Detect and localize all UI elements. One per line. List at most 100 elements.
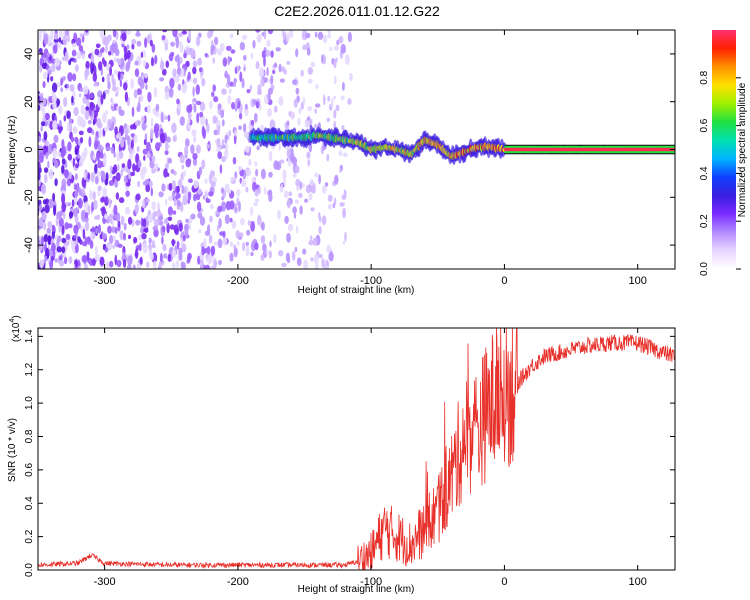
noise-speckle — [186, 48, 190, 56]
snr-y-tick-label: 0.8 — [24, 429, 35, 443]
noise-speckle — [161, 60, 165, 68]
noise-speckle — [82, 188, 85, 194]
noise-speckle — [322, 215, 327, 225]
noise-speckle — [150, 128, 153, 139]
noise-speckle — [185, 159, 191, 168]
snr-multiplier-text: (x104) — [9, 315, 22, 342]
noise-speckle — [39, 48, 43, 54]
noise-speckle — [229, 88, 232, 94]
noise-speckle — [206, 144, 209, 149]
noise-speckle — [250, 207, 253, 216]
spectrogram-x-tick-label: -300 — [94, 275, 116, 287]
noise-speckle — [126, 44, 129, 49]
noise-speckle — [69, 211, 73, 218]
noise-speckle — [274, 106, 278, 113]
noise-speckle — [80, 87, 84, 92]
noise-speckle — [180, 43, 184, 52]
snr-y-axis-label: SNR (10 * v/v) — [7, 418, 18, 482]
noise-speckle — [309, 186, 313, 192]
noise-speckle — [139, 243, 142, 252]
noise-speckle — [291, 111, 294, 119]
noise-speckle — [296, 186, 300, 190]
noise-speckle — [212, 84, 216, 91]
noise-speckle — [238, 125, 242, 130]
noise-speckle — [162, 244, 166, 251]
noise-speckle — [310, 257, 313, 261]
noise-speckle — [172, 180, 176, 190]
noise-speckle — [103, 157, 107, 167]
noise-speckle — [218, 103, 222, 109]
noise-speckle — [196, 113, 199, 124]
noise-speckle — [118, 59, 122, 65]
noise-speckle — [76, 38, 81, 47]
noise-speckle — [176, 259, 179, 268]
noise-speckle — [176, 54, 179, 60]
noise-speckle — [135, 120, 141, 126]
noise-speckle — [335, 57, 338, 62]
noise-speckle — [339, 150, 343, 156]
noise-speckle — [233, 83, 236, 87]
noise-speckle — [135, 68, 139, 77]
noise-speckle — [223, 57, 228, 66]
noise-speckle — [227, 189, 231, 194]
noise-speckle — [235, 99, 238, 109]
noise-speckle — [127, 255, 132, 265]
noise-speckle — [60, 126, 63, 131]
noise-speckle — [186, 105, 191, 113]
snr-y-ticks: 0.00.20.40.60.81.01.21.4 — [24, 329, 675, 577]
noise-speckle — [273, 63, 277, 67]
noise-speckle — [294, 99, 298, 108]
noise-speckle — [236, 189, 240, 197]
noise-speckle — [48, 169, 53, 180]
noise-speckle — [201, 159, 205, 169]
noise-speckle — [213, 57, 215, 64]
snr-multiplier: (x104) — [9, 315, 22, 342]
noise-speckle — [142, 218, 146, 227]
noise-speckle — [240, 42, 245, 51]
noise-speckle — [181, 185, 184, 194]
noise-speckle — [263, 77, 268, 83]
noise-speckle — [278, 250, 283, 256]
noise-speckle — [281, 184, 283, 193]
noise-speckle — [82, 255, 88, 263]
noise-speckle — [181, 68, 185, 78]
noise-speckle — [347, 98, 351, 105]
noise-speckle — [162, 35, 166, 40]
noise-speckle — [63, 35, 68, 46]
noise-speckle — [243, 64, 246, 68]
noise-speckle — [98, 224, 101, 233]
noise-speckle — [318, 254, 323, 258]
noise-speckle — [176, 37, 180, 48]
snr-y-tick-label: 1.4 — [24, 329, 35, 343]
noise-speckle — [292, 251, 296, 261]
noise-speckle — [242, 78, 245, 88]
snr-x-tick-label: 0 — [501, 576, 507, 588]
noise-speckle — [53, 45, 58, 54]
noise-speckle — [72, 43, 76, 47]
noise-speckle — [178, 84, 181, 91]
noise-speckle — [245, 146, 250, 153]
snr-x-axis-label: Height of straight line (km) — [298, 584, 415, 595]
noise-speckle — [154, 126, 159, 134]
noise-speckle — [172, 249, 176, 258]
noise-speckle — [126, 27, 132, 35]
noise-speckle — [83, 85, 88, 94]
noise-speckle — [243, 55, 247, 61]
noise-speckle — [60, 78, 63, 85]
noise-speckle — [283, 177, 286, 185]
noise-speckle — [97, 122, 102, 129]
noise-speckle — [59, 210, 62, 216]
noise-speckle — [118, 71, 121, 81]
noise-speckle — [278, 96, 283, 106]
noise-speckle — [94, 65, 97, 76]
noise-speckle — [134, 89, 138, 98]
noise-speckle — [102, 187, 107, 197]
noise-speckle — [187, 199, 190, 204]
noise-speckle — [60, 87, 63, 92]
noise-speckle — [76, 52, 81, 59]
noise-speckle — [47, 161, 49, 169]
noise-speckle — [138, 160, 141, 169]
noise-speckle — [192, 67, 196, 74]
noise-speckle — [256, 101, 260, 108]
noise-speckle — [298, 193, 303, 198]
